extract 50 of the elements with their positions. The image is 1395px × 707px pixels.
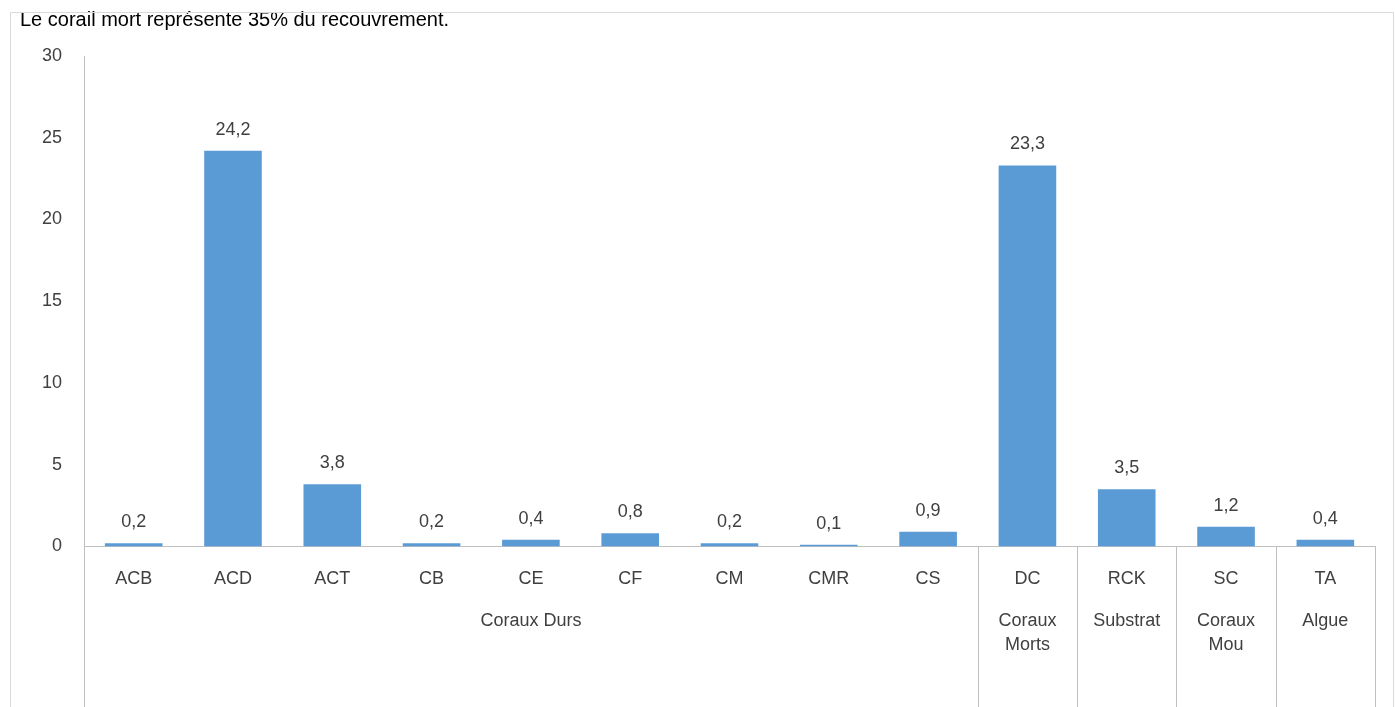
data-label: 0,1: [816, 512, 842, 533]
bar: [1296, 539, 1355, 547]
x-tick-label: RCK: [1107, 568, 1146, 589]
x-tick-label: CMR: [808, 568, 850, 589]
x-tick-label: ACB: [115, 568, 153, 589]
data-label: 0,9: [915, 499, 941, 520]
data-label: 24,2: [215, 118, 251, 139]
y-tick-label: 25: [41, 126, 63, 147]
bar: [402, 543, 461, 547]
data-label: 0,2: [717, 511, 743, 532]
bar: [700, 543, 759, 547]
x-tick-label: CM: [715, 568, 744, 589]
data-label: 0,4: [518, 507, 544, 528]
bar: [303, 484, 362, 547]
data-label: 0,2: [419, 511, 445, 532]
x-tick-label: CB: [419, 568, 445, 589]
text: Coraux Durs: [480, 610, 582, 631]
bar: [601, 533, 659, 547]
x-tick-label: CE: [518, 568, 544, 589]
data-label: 3,5: [1114, 457, 1140, 478]
text: Substrat: [1093, 610, 1161, 631]
bar: [998, 165, 1057, 547]
y-tick-label: 5: [52, 453, 63, 474]
data-label: 0,2: [121, 511, 147, 532]
bar: [1197, 526, 1255, 547]
bar: [899, 531, 957, 547]
data-label: 23,3: [1009, 133, 1045, 154]
data-label: 0,8: [617, 501, 643, 522]
bar: [502, 539, 560, 547]
bar: [1097, 489, 1156, 547]
data-label: 0,4: [1312, 507, 1338, 528]
bar: [204, 150, 262, 547]
data-label: 1,2: [1213, 494, 1239, 515]
y-tick-label: 0: [52, 535, 63, 556]
x-tick-label: SC: [1213, 568, 1239, 589]
y-tick-label: 10: [41, 371, 63, 392]
x-tick-label: CS: [915, 568, 941, 589]
y-tick-label: 20: [41, 208, 63, 229]
x-tick-label: ACT: [314, 568, 351, 589]
y-tick-label: 15: [41, 290, 63, 311]
bar: [104, 543, 163, 547]
text: Coraux Mou: [1197, 610, 1256, 655]
x-tick-label: CF: [618, 568, 643, 589]
text: Coraux Morts: [998, 610, 1057, 655]
x-tick-label: TA: [1314, 568, 1337, 589]
data-label: 3,8: [319, 452, 345, 473]
x-tick-label: ACD: [213, 568, 252, 589]
y-tick-label: 30: [41, 44, 63, 65]
x-tick-label: DC: [1014, 568, 1041, 589]
text: Algue: [1302, 610, 1349, 631]
